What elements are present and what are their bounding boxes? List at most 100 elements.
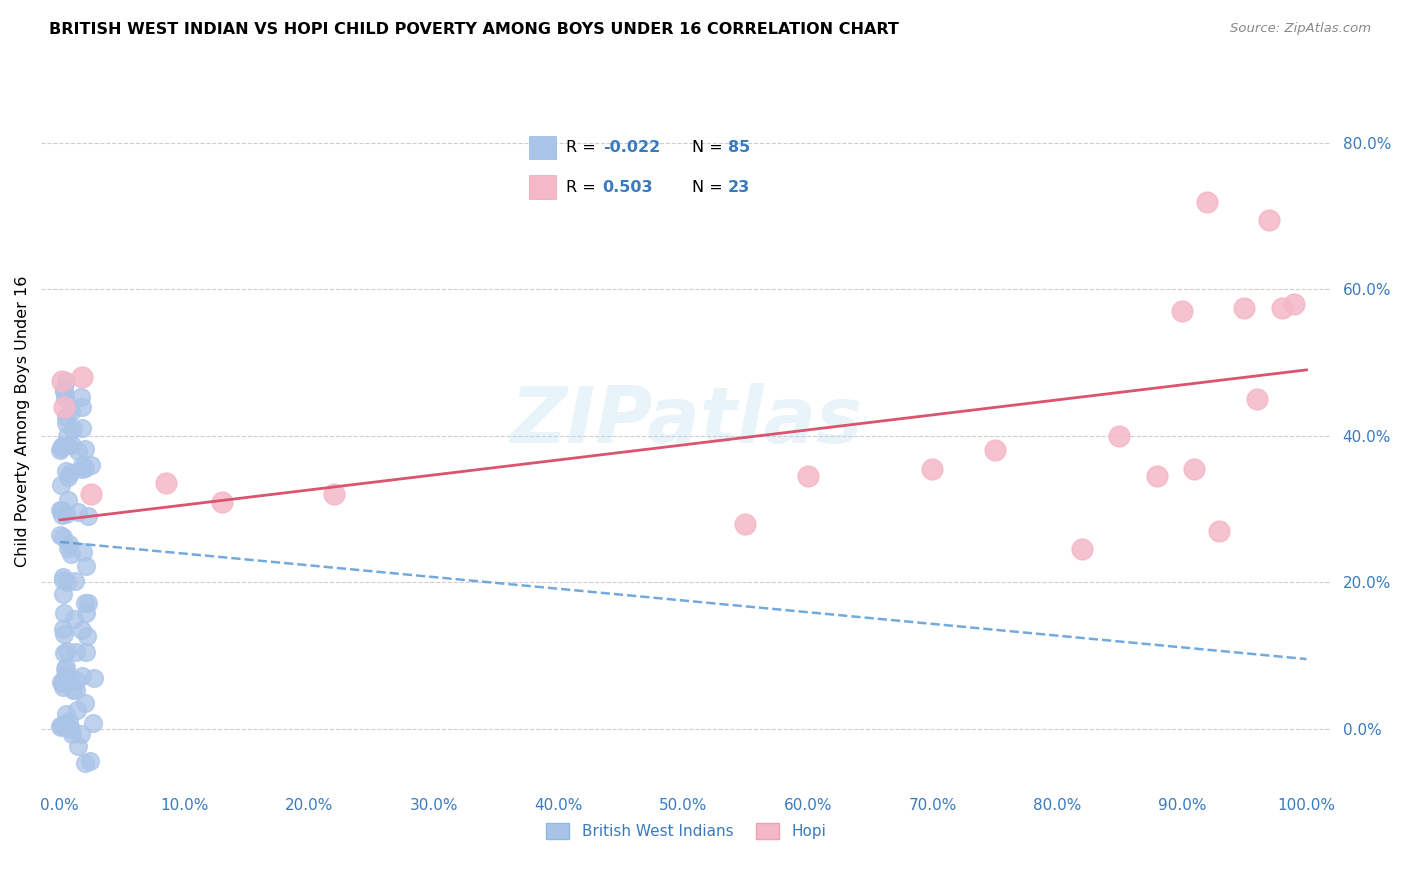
Point: [56, 429, 79, 443]
Point: [60, 722, 83, 736]
Point: [80, 487, 103, 501]
Point: [70, 669, 93, 683]
Point: [1195, 194, 1218, 209]
Point: [53, 716, 76, 731]
Text: 0.503: 0.503: [603, 180, 654, 194]
Point: [59, 466, 82, 480]
Point: [55, 575, 77, 590]
Point: [63, 574, 86, 589]
Point: [65, 645, 87, 659]
Point: [323, 487, 346, 501]
Point: [1270, 301, 1292, 315]
Point: [52, 719, 75, 733]
Point: [66, 443, 89, 458]
Bar: [530, 175, 555, 199]
Point: [55, 409, 77, 424]
Point: [49, 719, 72, 733]
Point: [59, 674, 82, 689]
Point: [1182, 461, 1205, 475]
Point: [921, 461, 943, 475]
Point: [53, 384, 76, 398]
Point: [49, 502, 72, 516]
Point: [59, 547, 82, 561]
Point: [82, 716, 104, 731]
Point: [80, 458, 103, 472]
Point: [49, 527, 72, 541]
Point: [55, 374, 77, 388]
Y-axis label: Child Poverty Among Boys Under 16: Child Poverty Among Boys Under 16: [15, 276, 30, 566]
Point: [58, 714, 80, 729]
Point: [70, 390, 93, 404]
Text: BRITISH WEST INDIAN VS HOPI CHILD POVERTY AMONG BOYS UNDER 16 CORRELATION CHART: BRITISH WEST INDIAN VS HOPI CHILD POVERT…: [49, 22, 898, 37]
Point: [1171, 304, 1194, 318]
Point: [76, 629, 98, 643]
Point: [52, 383, 75, 397]
Point: [52, 680, 75, 694]
Point: [1071, 542, 1094, 557]
Point: [55, 706, 77, 721]
Text: R =: R =: [567, 140, 600, 155]
Point: [65, 673, 87, 687]
Point: [62, 682, 84, 697]
Text: R =: R =: [567, 180, 600, 194]
Point: [77, 508, 100, 523]
Point: [70, 400, 93, 414]
Point: [55, 464, 77, 478]
Point: [51, 674, 73, 689]
Point: [1208, 524, 1230, 538]
Point: [73, 696, 96, 710]
Point: [1282, 297, 1305, 311]
Point: [1146, 469, 1168, 483]
Point: [734, 516, 756, 531]
Text: 23: 23: [728, 180, 751, 194]
Point: [984, 443, 1007, 458]
Point: [60, 727, 83, 741]
Point: [51, 720, 73, 734]
Point: [51, 508, 73, 523]
Point: [56, 470, 79, 484]
Text: Source: ZipAtlas.com: Source: ZipAtlas.com: [1230, 22, 1371, 36]
Point: [83, 672, 105, 686]
Text: N =: N =: [692, 180, 727, 194]
Point: [52, 570, 75, 584]
Text: 85: 85: [728, 140, 751, 155]
Point: [52, 606, 75, 620]
Point: [53, 391, 76, 405]
Point: [66, 703, 89, 717]
Point: [52, 530, 75, 544]
Point: [75, 644, 97, 658]
Point: [53, 668, 76, 682]
Text: N =: N =: [692, 140, 727, 155]
Text: ZIPatlas: ZIPatlas: [510, 384, 862, 459]
Point: [51, 503, 73, 517]
Point: [70, 458, 93, 472]
Point: [75, 461, 97, 475]
Point: [70, 370, 93, 384]
Text: -0.022: -0.022: [603, 140, 659, 155]
Point: [73, 596, 96, 610]
Point: [75, 607, 97, 621]
Point: [49, 443, 72, 458]
Point: [797, 469, 820, 483]
Point: [52, 587, 75, 601]
Point: [79, 754, 101, 768]
Point: [1108, 429, 1130, 443]
Point: [1258, 212, 1281, 227]
Point: [52, 400, 75, 414]
Point: [58, 438, 80, 452]
Point: [55, 660, 77, 674]
Point: [66, 505, 89, 519]
Point: [51, 374, 73, 388]
Point: [1233, 301, 1256, 315]
Point: [75, 756, 97, 770]
Bar: [530, 136, 555, 160]
Point: [55, 417, 77, 431]
Point: [56, 541, 79, 555]
Point: [70, 421, 93, 435]
Point: [52, 646, 75, 660]
Point: [51, 442, 73, 456]
Point: [51, 623, 73, 637]
Point: [51, 478, 73, 492]
Point: [55, 507, 77, 521]
Point: [72, 545, 94, 559]
